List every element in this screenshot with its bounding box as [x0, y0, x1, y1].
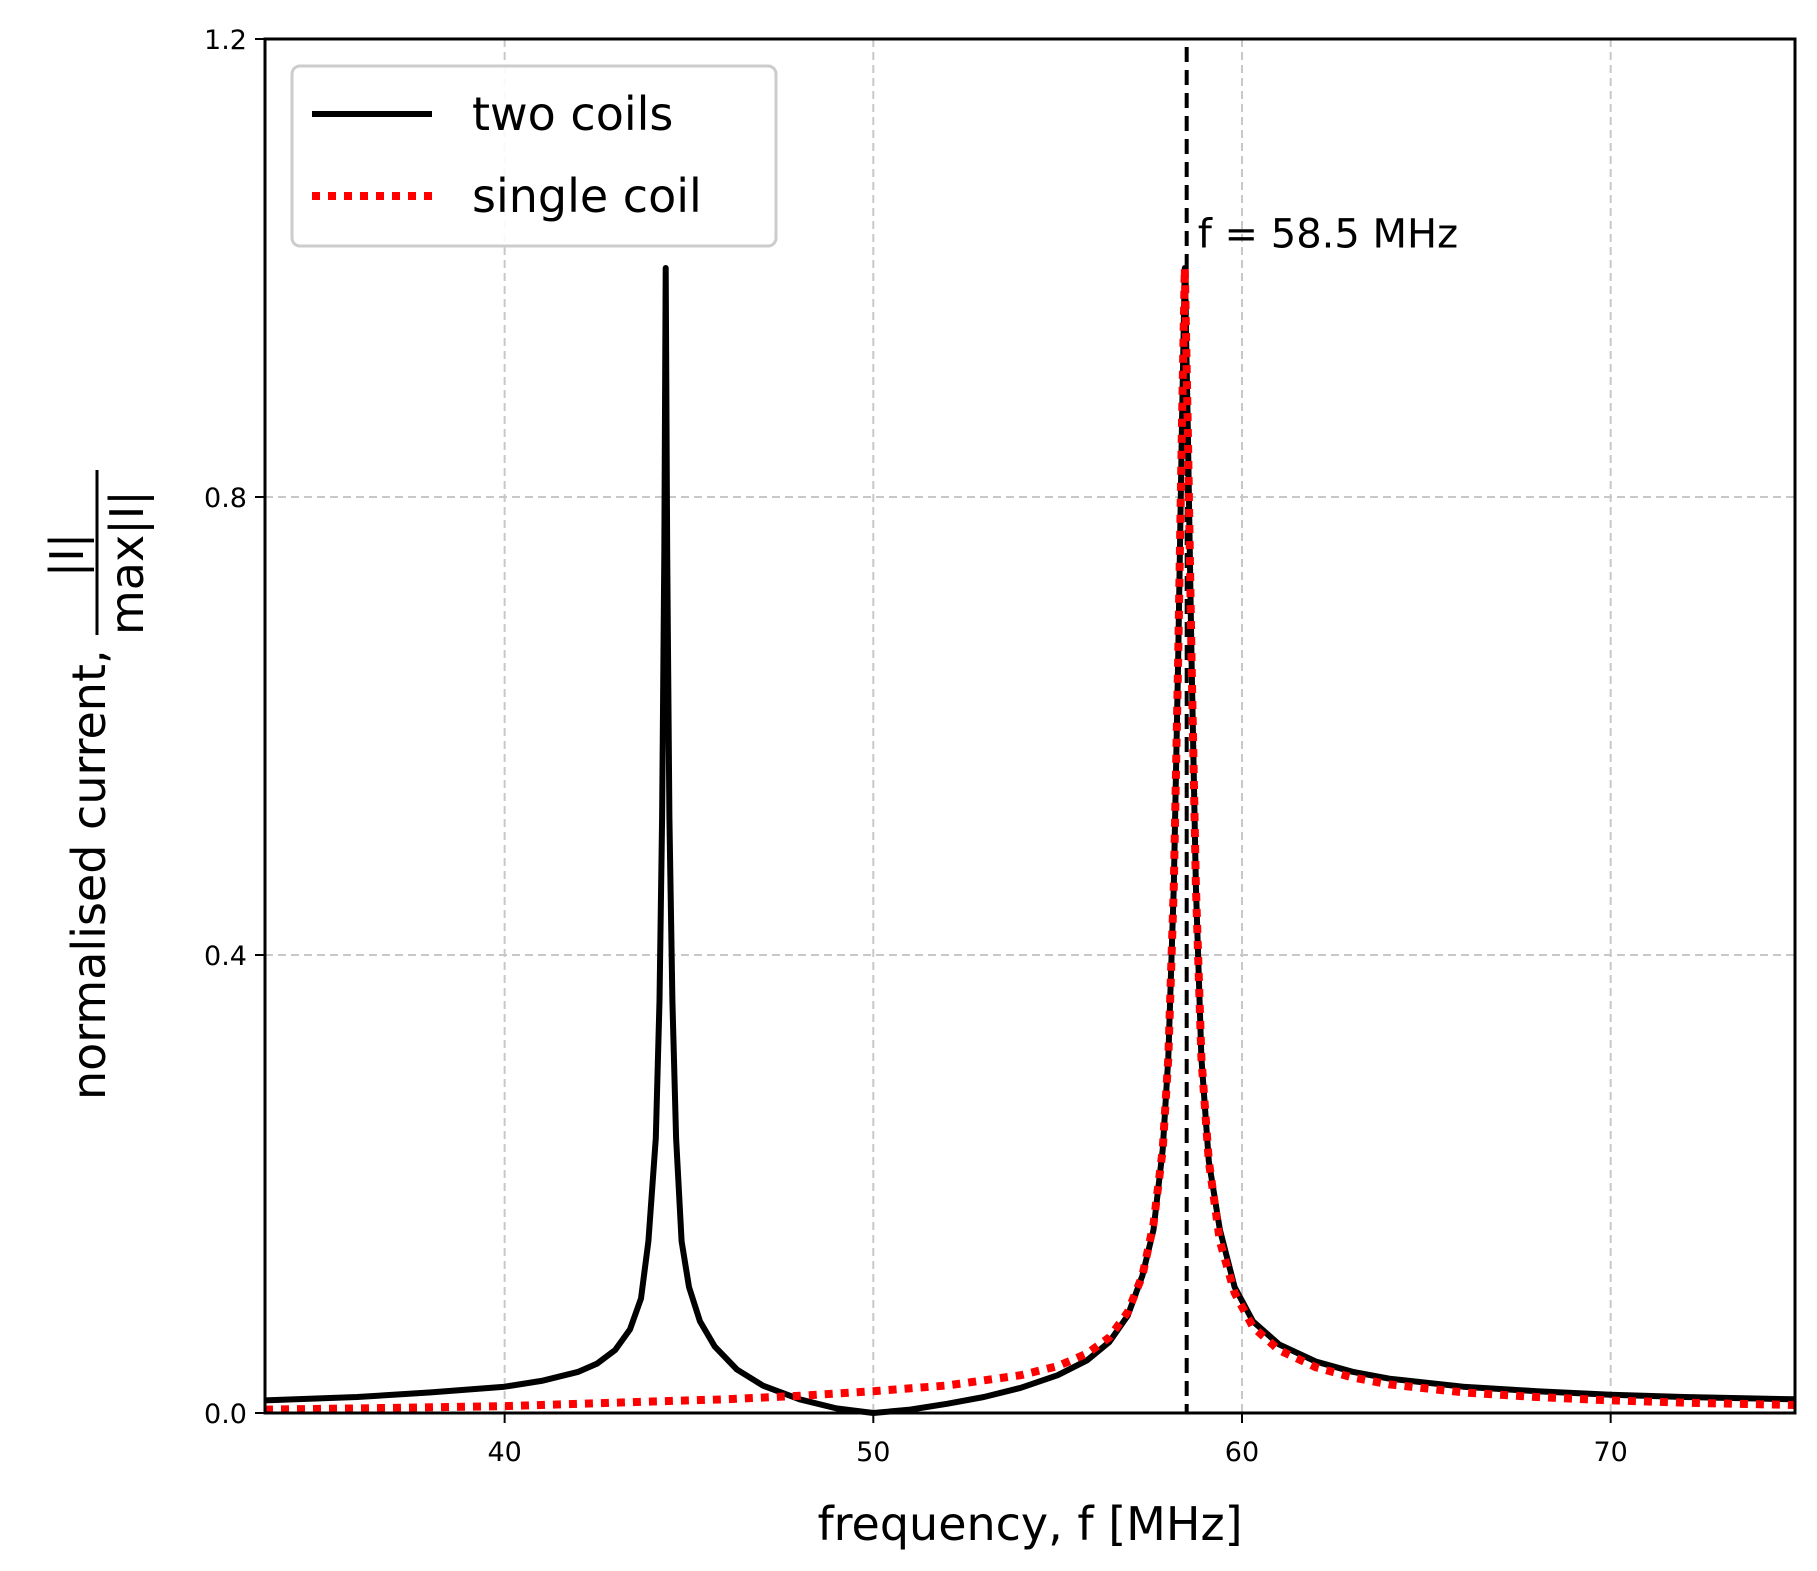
axis-ticks: 40 50 60 70 0.0 0.4 0.8 1.2	[204, 25, 1628, 1468]
y-axis-label-denominator-prefix: max	[100, 535, 154, 635]
y-tick-label: 0.8	[204, 483, 247, 514]
series-line-single-coil	[264, 264, 1796, 1414]
legend-label-single-coil: single coil	[472, 169, 702, 223]
x-tick-label: 40	[487, 1437, 521, 1468]
series-layer	[264, 264, 1796, 1416]
y-axis-label-numerator: |I|	[40, 533, 95, 578]
y-axis-label-denominator: max|I|	[100, 490, 155, 635]
y-tick-label: 0.0	[204, 1399, 247, 1430]
x-tick-label: 70	[1593, 1437, 1627, 1468]
x-tick-label: 60	[1225, 1437, 1259, 1468]
y-tick-label: 1.2	[204, 25, 247, 56]
x-tick-label: 50	[856, 1437, 890, 1468]
grid-lines	[265, 39, 1795, 1413]
x-axis-label: frequency, f [MHz]	[817, 1497, 1242, 1551]
y-axis-label-denominator-value: |I|	[100, 490, 155, 535]
resonance-annotation: f = 58.5 MHz	[1198, 212, 1458, 258]
legend: two coils single coil	[290, 64, 778, 248]
plot-frame	[263, 37, 1797, 1415]
legend-label-two-coils: two coils	[472, 87, 673, 141]
y-axis-label: normalised current, |I| max|I|	[40, 470, 155, 1100]
y-axis-label-text: normalised current,	[62, 649, 116, 1100]
y-tick-label: 0.4	[204, 941, 247, 972]
